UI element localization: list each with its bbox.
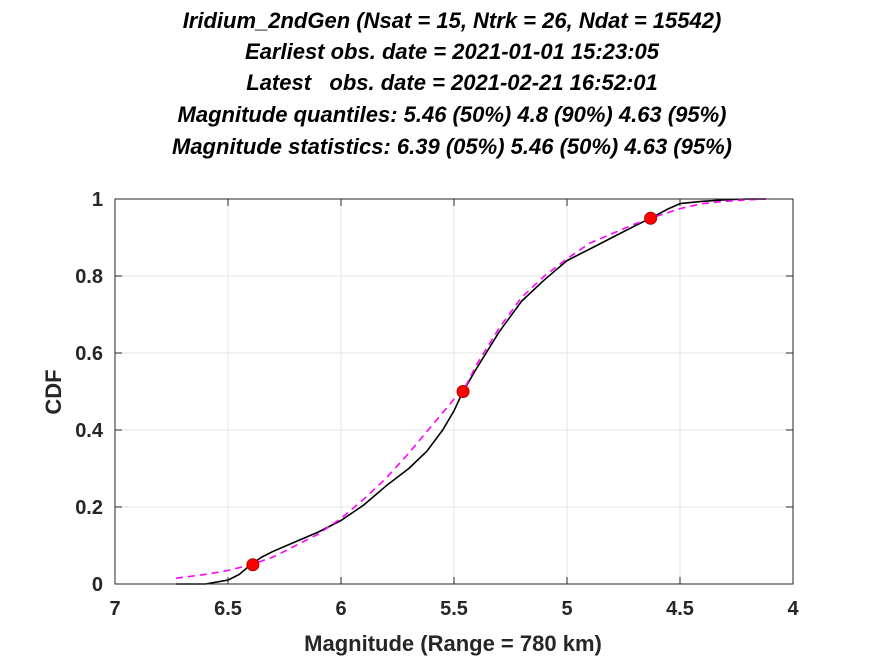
title-line-1: Iridium_2ndGen (Nsat = 15, Ntrk = 26, Nd… — [183, 8, 722, 33]
tick-labels: 7 6.5 6 5.5 5 4.5 4 0 0.2 0.4 0.6 0.8 1 — [75, 189, 799, 620]
model-cdf-line — [175, 198, 766, 579]
y-tick-label: 1 — [92, 189, 103, 211]
y-tick-label: 0.6 — [75, 343, 103, 365]
plot-area — [175, 198, 766, 585]
title-line-2: Earliest obs. date = 2021-01-01 15:23:05 — [245, 39, 660, 64]
quantile-marker — [456, 385, 470, 398]
quantile-marker — [246, 558, 260, 572]
x-tick-label: 6.5 — [214, 598, 242, 620]
y-axis-label: CDF — [41, 369, 66, 414]
title-line-5: Magnitude statistics: 6.39 (05%) 5.46 (5… — [172, 134, 732, 159]
y-tick-label: 0 — [92, 574, 103, 596]
x-tick-label: 5.5 — [440, 598, 468, 620]
x-axis-label: Magnitude (Range = 780 km) — [304, 631, 602, 656]
axes — [114, 198, 794, 585]
chart-title: Iridium_2ndGen (Nsat = 15, Ntrk = 26, Nd… — [172, 8, 732, 159]
y-tick-label: 0.4 — [75, 420, 104, 442]
x-tick-label: 4 — [787, 598, 799, 620]
x-tick-label: 5 — [561, 598, 572, 620]
title-line-4: Magnitude quantiles: 5.46 (50%) 4.8 (90%… — [178, 102, 727, 127]
x-tick-label: 7 — [109, 598, 120, 620]
x-tick-label: 6 — [335, 598, 346, 620]
title-line-3: Latest obs. date = 2021-02-21 16:52:01 — [246, 70, 658, 95]
y-tick-label: 0.2 — [75, 497, 103, 519]
y-tick-label: 0.8 — [75, 266, 103, 288]
x-tick-label: 4.5 — [666, 598, 694, 620]
quantile-marker — [644, 211, 658, 225]
empirical-cdf-line — [176, 198, 766, 585]
